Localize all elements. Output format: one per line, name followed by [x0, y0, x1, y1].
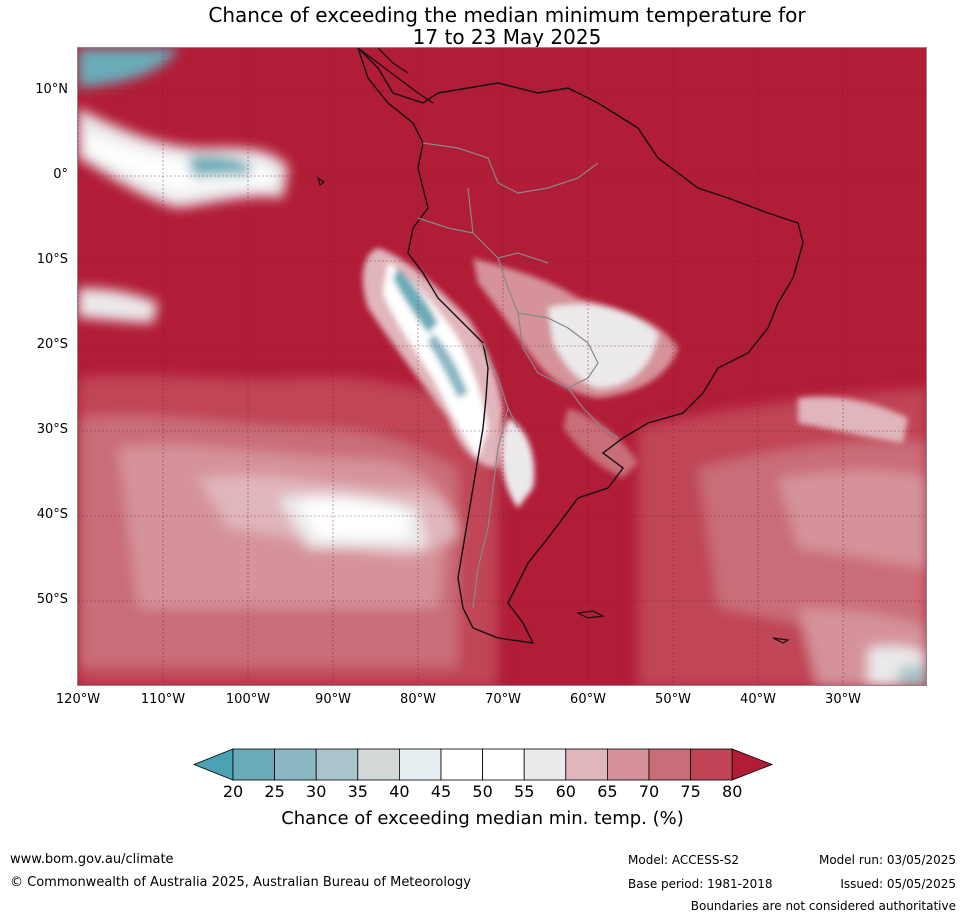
colorbar-tick-40: 40 — [389, 782, 410, 801]
lon-label-90w: 90°W — [315, 692, 351, 707]
lon-label-30w: 30°W — [825, 692, 861, 707]
footer-issued: Issued: 05/05/2025 — [840, 877, 956, 891]
lat-label-50s: 50°S — [36, 592, 68, 607]
footer-model: Model: ACCESS-S2 — [628, 853, 740, 867]
colorbar-tick-20: 20 — [222, 782, 244, 801]
colorbar-label: Chance of exceeding median min. temp. (%… — [281, 808, 684, 829]
colorbar-bin-25-30 — [274, 748, 317, 781]
colorbar-tick-75: 75 — [680, 782, 701, 801]
map-title: Chance of exceeding the median minimum t… — [0, 4, 965, 48]
footer-model-run: Model run: 03/05/2025 — [818, 853, 956, 867]
colorbar-bin-75-80 — [690, 748, 733, 781]
colorbar-bin-60-65 — [565, 748, 608, 781]
colorbar-tick-35: 35 — [347, 782, 368, 801]
colorbar-bin-20-25 — [232, 748, 275, 781]
islands — [316, 176, 790, 644]
colorbar-bin-35-40 — [357, 748, 400, 781]
colorbar-bin-70-75 — [648, 748, 691, 781]
country-borders — [417, 142, 619, 609]
colorbar-bin-65-70 — [607, 748, 650, 781]
lon-label-80w: 80°W — [400, 692, 436, 707]
colorbar-bin-30-35 — [315, 748, 359, 781]
lat-label-30s: 30°S — [36, 422, 68, 437]
colorbar-bin-40-45 — [398, 748, 442, 781]
lat-label-10n: 10°N — [35, 82, 68, 97]
footer-copyright: © Commonwealth of Australia 2025, Austra… — [10, 875, 471, 890]
lon-label-100w: 100°W — [225, 692, 271, 707]
colorbar-tick-70: 70 — [638, 782, 660, 801]
title-line-2: 17 to 23 May 2025 — [412, 25, 602, 49]
colorbar-tick-25: 25 — [264, 782, 285, 801]
lon-label-120w: 120°W — [55, 692, 101, 707]
probability-field-south — [78, 374, 926, 685]
central-america-coastline — [357, 48, 434, 104]
footer-disclaimer: Boundaries are not considered authoritat… — [690, 899, 956, 913]
lon-label-60w: 60°W — [570, 692, 606, 707]
south-america-coastline — [357, 48, 804, 644]
map-canvas — [78, 48, 926, 685]
colorbar-bin-45-50 — [440, 748, 483, 781]
colorbar-tick-50: 50 — [472, 782, 493, 801]
lat-label-20s: 20°S — [36, 337, 68, 352]
lon-label-40w: 40°W — [740, 692, 776, 707]
colorbar-extend-high — [731, 748, 774, 781]
lat-label-40s: 40°S — [36, 507, 68, 522]
probability-map — [77, 47, 927, 686]
probability-field-continent — [362, 248, 908, 508]
footer-base-period: Base period: 1981-2018 — [628, 877, 773, 891]
lon-label-50w: 50°W — [655, 692, 691, 707]
colorbar-bin-55-60 — [523, 748, 567, 781]
colorbar-extend-low — [192, 748, 234, 781]
colorbar-tick-60: 60 — [555, 782, 576, 801]
colorbar-tick-80: 80 — [722, 782, 743, 801]
colorbar-tick-65: 65 — [597, 782, 618, 801]
title-line-1: Chance of exceeding the median minimum t… — [208, 3, 806, 27]
lat-label-10s: 10°S — [36, 252, 68, 267]
colorbar-tick-45: 45 — [430, 782, 452, 801]
colorbar-tick-55: 55 — [514, 782, 535, 801]
colorbar-tick-30: 30 — [306, 782, 327, 801]
lon-label-70w: 70°W — [485, 692, 521, 707]
lat-label-0: 0° — [53, 167, 68, 182]
colorbar-bin-50-55 — [482, 748, 525, 781]
footer-website: www.bom.gov.au/climate — [10, 852, 174, 867]
lon-label-110w: 110°W — [140, 692, 186, 707]
graticule — [78, 48, 926, 685]
probability-field-pacific — [78, 48, 288, 323]
